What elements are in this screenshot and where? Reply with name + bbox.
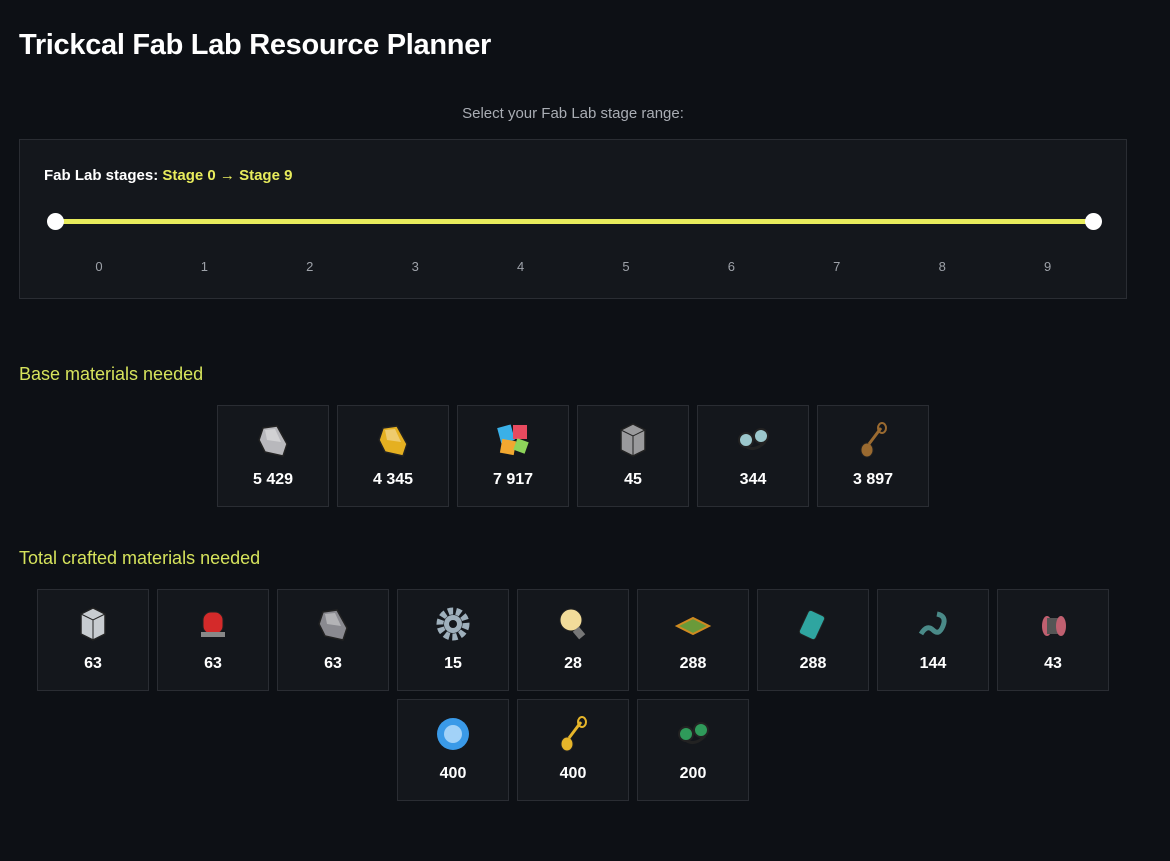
material-card: 400 xyxy=(397,699,509,801)
slider-tick-label: 4 xyxy=(516,259,525,274)
crafted-materials-grid: 63 63 63 15 28 288 288 144 43 400 400 20… xyxy=(19,589,1127,801)
material-count: 400 xyxy=(439,765,467,782)
cube-icon xyxy=(80,607,106,641)
material-card: 28 xyxy=(517,589,629,691)
slider-tick-label: 9 xyxy=(1043,259,1052,274)
material-card: 3 897 xyxy=(817,405,929,507)
material-count: 63 xyxy=(204,655,222,672)
page-title: Trickcal Fab Lab Resource Planner xyxy=(19,29,492,61)
light-bulb-icon xyxy=(559,608,586,640)
material-card: 5 429 xyxy=(217,405,329,507)
slider-tick-label: 5 xyxy=(622,259,630,274)
green-goggles-icon xyxy=(678,722,709,744)
material-card: 63 xyxy=(37,589,149,691)
golden-spoon-icon xyxy=(560,716,587,752)
stage-range-panel: Fab Lab stages: Stage 0 → Stage 9 0 1 2 3 4 5… xyxy=(19,139,1127,299)
crafted-materials-heading: Total crafted materials needed xyxy=(19,548,261,568)
material-count: 400 xyxy=(559,765,587,782)
material-count: 28 xyxy=(564,655,582,672)
material-count: 144 xyxy=(919,655,947,672)
material-count: 45 xyxy=(624,471,642,488)
range-from: Stage 0 xyxy=(162,167,216,184)
material-count: 288 xyxy=(679,655,707,672)
material-card: 43 xyxy=(997,589,1109,691)
material-card: 200 xyxy=(637,699,749,801)
slider-tick-label: 3 xyxy=(411,259,419,274)
material-card: 288 xyxy=(637,589,749,691)
material-count: 3 897 xyxy=(852,471,894,488)
range-label-text: Fab Lab stages: xyxy=(44,167,159,184)
material-count: 5 429 xyxy=(252,471,294,488)
gold-ore-icon xyxy=(378,425,408,457)
spool-icon xyxy=(1042,616,1066,636)
circuit-board-icon xyxy=(674,616,712,636)
base-materials-grid: 5 429 4 345 7 917 45 344 3 897 xyxy=(19,405,1127,507)
range-label: Fab Lab stages: Stage 0 → Stage 9 xyxy=(44,167,292,184)
material-card: 7 917 xyxy=(457,405,569,507)
gear-icon xyxy=(436,607,470,641)
material-card: 288 xyxy=(757,589,869,691)
slider-tick-label: 1 xyxy=(200,259,209,274)
slider-tick-label: 7 xyxy=(833,259,841,274)
material-count: 288 xyxy=(799,655,827,672)
range-slider-track[interactable] xyxy=(55,219,1093,224)
arrow-icon: → xyxy=(219,167,235,184)
material-card: 400 xyxy=(517,699,629,801)
material-count: 63 xyxy=(324,655,342,672)
metal-chunk-icon xyxy=(318,609,348,641)
material-card: 45 xyxy=(577,405,689,507)
base-materials-heading: Base materials needed xyxy=(19,364,204,384)
material-card: 4 345 xyxy=(337,405,449,507)
slider-tick-label: 0 xyxy=(95,259,103,274)
range-to: Stage 9 xyxy=(239,167,293,184)
material-card: 344 xyxy=(697,405,809,507)
stone-block-icon xyxy=(620,423,646,457)
material-count: 7 917 xyxy=(492,471,534,488)
battery-icon xyxy=(798,609,826,641)
material-count: 200 xyxy=(679,765,707,782)
spring-icon xyxy=(918,611,947,636)
slider-tick-label: 6 xyxy=(727,259,736,274)
material-count: 43 xyxy=(1044,655,1062,672)
goggles-icon xyxy=(738,428,769,450)
material-count: 63 xyxy=(84,655,102,672)
material-card: 63 xyxy=(157,589,269,691)
material-count: 344 xyxy=(739,471,767,488)
material-card: 15 xyxy=(397,589,509,691)
silver-ore-icon xyxy=(258,425,288,457)
material-card: 63 xyxy=(277,589,389,691)
spoon-icon xyxy=(860,422,887,458)
blue-orb-icon xyxy=(437,718,469,750)
red-siren-icon xyxy=(201,611,225,637)
material-card: 144 xyxy=(877,589,989,691)
material-count: 15 xyxy=(444,655,462,672)
slider-tick-label: 2 xyxy=(306,259,314,274)
material-count: 4 345 xyxy=(372,471,414,488)
range-slider-thumb-to[interactable] xyxy=(1085,213,1102,230)
colored-paper-icon xyxy=(497,424,529,456)
range-caption: Select your Fab Lab stage range: xyxy=(462,105,684,122)
range-slider-thumb-from[interactable] xyxy=(47,213,64,230)
slider-tick-label: 8 xyxy=(938,259,946,274)
